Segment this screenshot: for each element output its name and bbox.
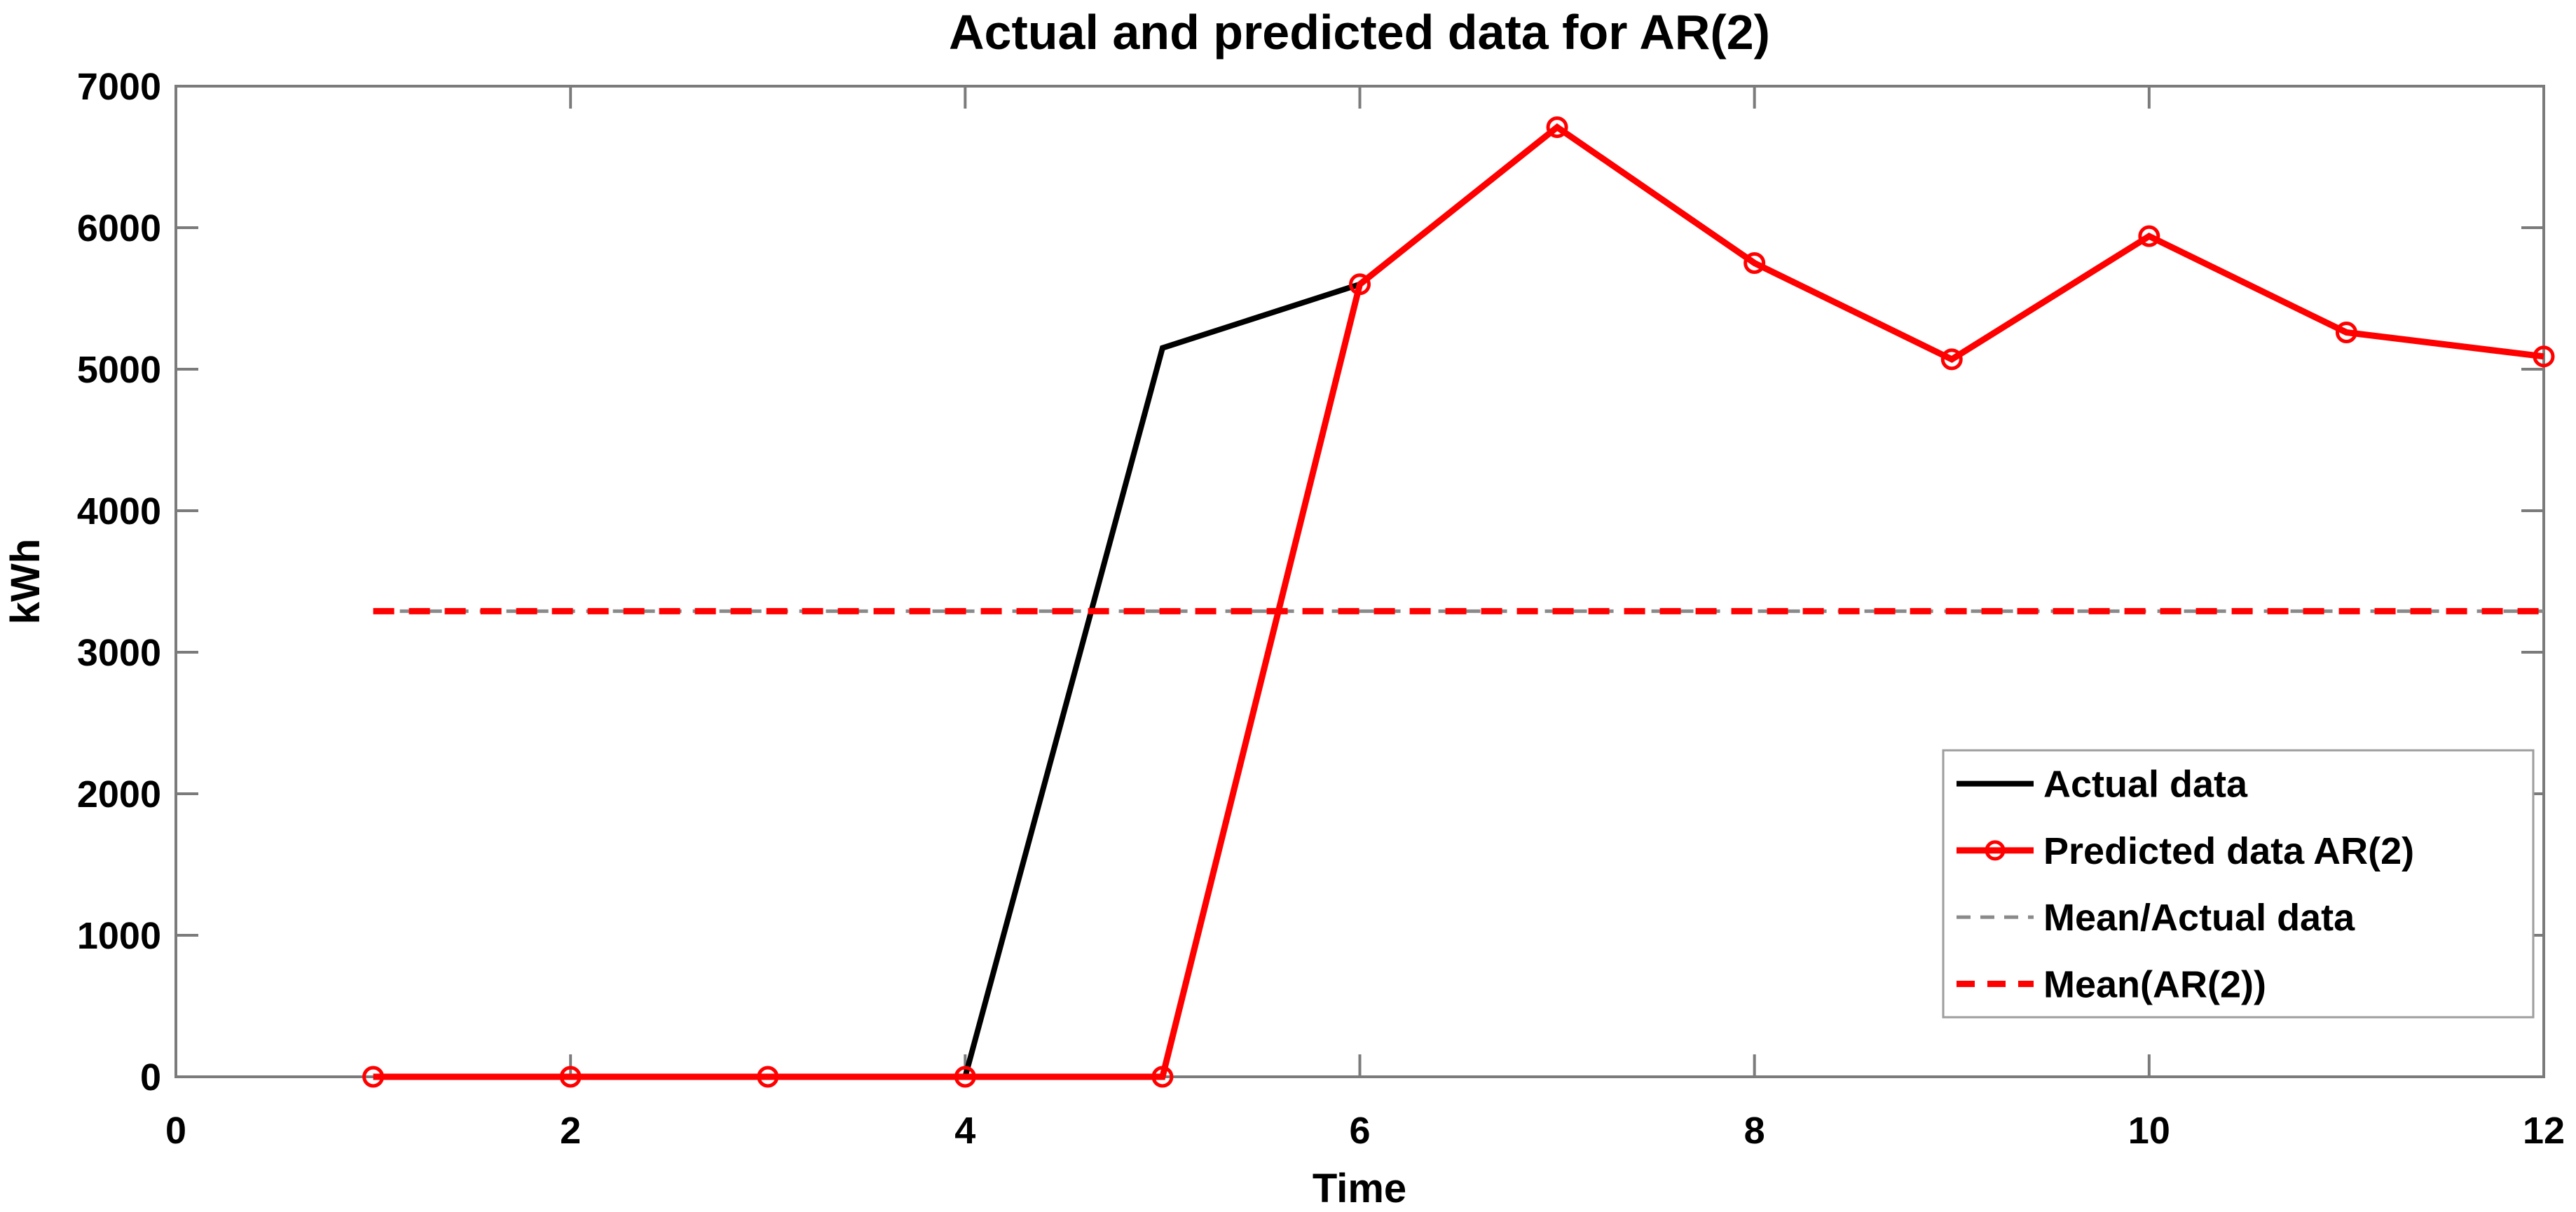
data-point-marker [1349,273,1371,296]
legend-marker [1985,840,2006,861]
actual-data-line [962,281,1361,1078]
y-tick-label: 5000 [77,349,161,391]
legend-label: Actual data [2043,764,2248,806]
x-tick-label: 4 [954,1110,975,1152]
y-tick-label: 0 [140,1056,161,1099]
chart-title: Actual and predicted data for AR(2) [949,5,1770,60]
x-tick-label: 6 [1349,1110,1370,1152]
data-point-marker [559,1066,582,1088]
x-tick-label: 8 [1744,1110,1765,1152]
y-tick-label: 1000 [77,915,161,957]
axis-ticks [174,85,2545,1078]
legend-label: Mean/Actual data [2043,897,2355,939]
y-tick-label: 2000 [77,773,161,815]
data-point-marker [2138,225,2160,247]
x-axis-label: Time [1313,1166,1406,1211]
y-tick-label: 7000 [77,66,161,108]
data-point-marker [1743,252,1766,274]
data-series [362,116,2555,1088]
data-point-marker [1546,116,1568,139]
y-tick-label: 6000 [77,207,161,249]
data-point-marker [362,1066,385,1088]
legend: Actual data Predicted data AR(2) Mean/Actu… [1942,749,2535,1019]
legend-label: Predicted data AR(2) [2043,830,2414,872]
y-axis-label: kWh [3,539,48,624]
data-point-marker [1151,1066,1174,1088]
x-tick-label: 2 [560,1110,581,1152]
x-tick-label: 0 [165,1110,186,1152]
data-point-marker [2335,321,2357,343]
x-tick-label: 12 [2523,1110,2565,1152]
data-point-marker [1940,348,1963,371]
legend-label: Mean(AR(2)) [2043,963,2266,1005]
axis-tick-labels: 0 2 4 6 8 10 12 0 1000 2000 3000 4000 5000 6000 7000 [77,66,2565,1152]
y-tick-label: 4000 [77,490,161,532]
y-tick-label: 3000 [77,632,161,674]
data-point-marker [757,1066,779,1088]
x-tick-label: 10 [2128,1110,2170,1152]
data-point-marker [954,1066,976,1088]
predicted-data-line [373,123,2544,1080]
legend-box [1942,749,2535,1019]
data-point-marker [2533,345,2555,368]
